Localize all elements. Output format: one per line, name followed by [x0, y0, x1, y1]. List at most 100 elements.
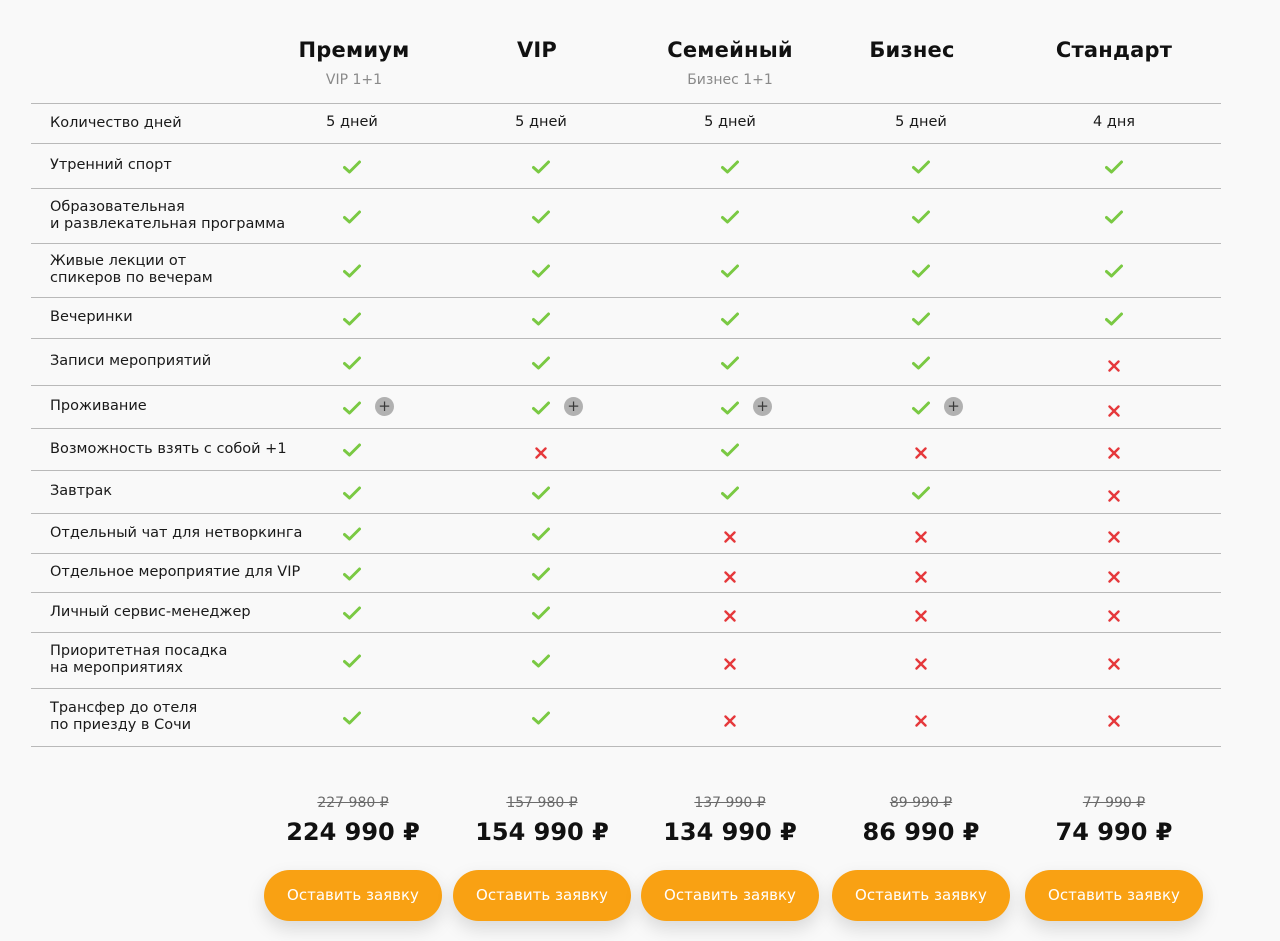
check-icon: [532, 485, 550, 504]
price: 134 990 ₽: [663, 818, 797, 846]
check-icon: [912, 311, 930, 330]
feature-label: Проживание: [50, 398, 147, 414]
price: 154 990 ₽: [475, 818, 609, 846]
check-icon: [343, 442, 361, 461]
feature-row: Возможность взять с собой +1: [31, 428, 1221, 470]
check-icon: [912, 209, 930, 228]
feature-value: 5 дней: [326, 114, 378, 130]
check-icon: [343, 263, 361, 282]
check-icon: [343, 653, 361, 672]
feature-label: Завтрак: [50, 483, 113, 499]
feature-row: Трансфер до отеля по приезду в Сочи: [31, 688, 1221, 747]
cross-icon: [1108, 655, 1120, 674]
check-icon: [532, 526, 550, 545]
plan-subtitle: VIP 1+1: [325, 72, 383, 88]
cross-icon: [1108, 444, 1120, 463]
check-icon: [343, 400, 361, 419]
feature-label: Живые лекции от спикеров по вечерам: [50, 253, 213, 286]
feature-row: Утренний спорт: [31, 143, 1221, 188]
feature-value: 5 дней: [895, 114, 947, 130]
check-icon: [532, 566, 550, 585]
check-icon: [721, 355, 739, 374]
feature-label: Трансфер до отеля по приезду в Сочи: [50, 700, 198, 733]
old-price: 227 980 ₽: [317, 795, 389, 811]
check-icon: [532, 653, 550, 672]
old-price: 77 990 ₽: [1082, 795, 1146, 811]
submit-request-button[interactable]: Оставить заявку: [832, 870, 1010, 921]
check-icon: [912, 485, 930, 504]
check-icon: [532, 400, 550, 419]
check-icon: [1105, 263, 1123, 282]
cross-icon: [915, 528, 927, 547]
check-icon: [721, 209, 739, 228]
check-icon: [532, 263, 550, 282]
plan-subtitle: Бизнес 1+1: [687, 72, 773, 88]
plan-name: Семейный: [667, 38, 793, 62]
check-icon: [532, 710, 550, 729]
feature-label: Записи мероприятий: [50, 353, 212, 369]
check-icon: [532, 209, 550, 228]
plan-name: Бизнес: [869, 38, 955, 62]
plus-icon[interactable]: +: [564, 396, 583, 416]
feature-row: Количество дней 5 дней 5 дней 5 дней 5 дней 4…: [31, 103, 1221, 143]
old-price: 89 990 ₽: [889, 795, 953, 811]
feature-label: Личный сервис-менеджер: [50, 603, 251, 620]
cross-icon: [724, 712, 736, 731]
plus-icon[interactable]: +: [375, 396, 394, 416]
price: 86 990 ₽: [862, 818, 980, 846]
feature-label: Возможность взять с собой +1: [50, 440, 287, 457]
check-icon: [532, 311, 550, 330]
cross-icon: [535, 444, 547, 463]
check-icon: [343, 485, 361, 504]
price: 224 990 ₽: [286, 818, 420, 846]
plans-header: Премиум VIP 1+1 VIP Семейный Бизнес 1+1 Бизне…: [0, 0, 1280, 103]
feature-row: Проживание + + + +: [31, 385, 1221, 428]
check-icon: [343, 605, 361, 624]
price: 74 990 ₽: [1055, 818, 1173, 846]
check-icon: [343, 526, 361, 545]
cross-icon: [915, 444, 927, 463]
check-icon: [1105, 311, 1123, 330]
check-icon: [912, 159, 930, 178]
plan-name: Премиум: [298, 38, 410, 62]
feature-row: Записи мероприятий: [31, 338, 1221, 385]
check-icon: [343, 311, 361, 330]
check-icon: [721, 485, 739, 504]
feature-row: Отдельное мероприятие для VIP: [31, 553, 1221, 592]
cross-icon: [1108, 607, 1120, 626]
check-icon: [912, 355, 930, 374]
old-price: 137 990 ₽: [694, 795, 766, 811]
cross-icon: [724, 607, 736, 626]
cross-icon: [915, 712, 927, 731]
feature-row: Завтрак: [31, 470, 1221, 513]
submit-request-button[interactable]: Оставить заявку: [641, 870, 819, 921]
check-icon: [721, 159, 739, 178]
feature-label: Образовательная и развлекательная програ…: [50, 198, 286, 232]
plus-icon[interactable]: +: [944, 396, 963, 416]
old-price: 157 980 ₽: [506, 795, 578, 811]
cross-icon: [1108, 568, 1120, 587]
plan-name: Стандарт: [1055, 38, 1173, 62]
cross-icon: [1108, 712, 1120, 731]
feature-row: Образовательная и развлекательная програ…: [31, 188, 1221, 243]
feature-label: Количество дней: [50, 114, 182, 131]
check-icon: [1105, 209, 1123, 228]
cross-icon: [724, 528, 736, 547]
plus-icon[interactable]: +: [753, 396, 772, 416]
submit-request-button[interactable]: Оставить заявку: [453, 870, 631, 921]
submit-request-button[interactable]: Оставить заявку: [1025, 870, 1203, 921]
cross-icon: [724, 568, 736, 587]
feature-label: Утренний спорт: [50, 157, 172, 173]
feature-row: Вечеринки: [31, 297, 1221, 338]
feature-row: Живые лекции от спикеров по вечерам: [31, 243, 1221, 297]
feature-row: Приоритетная посадка на мероприятиях: [31, 632, 1221, 688]
cross-icon: [1108, 528, 1120, 547]
feature-value: 4 дня: [1092, 114, 1136, 130]
feature-label: Отдельный чат для нетворкинга: [50, 524, 303, 541]
feature-row: Отдельный чат для нетворкинга: [31, 513, 1221, 553]
submit-request-button[interactable]: Оставить заявку: [264, 870, 442, 921]
feature-value: 5 дней: [515, 114, 567, 130]
cross-icon: [724, 655, 736, 674]
cross-icon: [1108, 487, 1120, 506]
check-icon: [912, 400, 930, 419]
